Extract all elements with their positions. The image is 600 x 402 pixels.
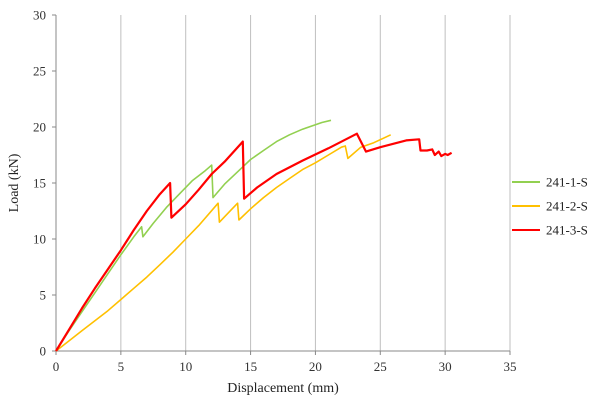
- tick-labels: 0 5 10 15 20 25 30 35 0 5 10 15 20 25 30: [33, 8, 517, 375]
- legend-label-241-1-S: 241-1-S: [546, 175, 588, 190]
- grid: [120, 15, 511, 351]
- x-tick-label-10: 10: [179, 359, 192, 374]
- x-tick-label-15: 15: [244, 359, 257, 374]
- y-tick-label-5: 5: [40, 288, 47, 303]
- legend: 241-1-S 241-2-S 241-3-S: [512, 175, 588, 238]
- x-tick-label-5: 5: [118, 359, 125, 374]
- axes: [52, 14, 511, 355]
- y-tick-label-10: 10: [33, 232, 46, 247]
- x-tick-label-35: 35: [504, 359, 517, 374]
- x-axis-title: Displacement (mm): [227, 381, 339, 396]
- legend-label-241-2-S: 241-2-S: [546, 199, 588, 214]
- series-line-241-3-S: [55, 132, 453, 352]
- x-tick-label-25: 25: [374, 359, 387, 374]
- x-tick-label-0: 0: [53, 359, 60, 374]
- series-line-241-2-S: [55, 134, 392, 352]
- y-tick-label-20: 20: [33, 120, 46, 135]
- y-tick-label-25: 25: [33, 64, 46, 79]
- y-tick-label-15: 15: [33, 176, 46, 191]
- x-tick-label-20: 20: [309, 359, 322, 374]
- y-tick-label-0: 0: [40, 344, 47, 359]
- legend-label-241-3-S: 241-3-S: [546, 223, 588, 238]
- y-axis-title: Load (kN): [7, 153, 22, 212]
- y-tick-label-30: 30: [33, 8, 46, 23]
- series-line-241-1-S: [55, 119, 332, 352]
- series-lines: [55, 119, 453, 352]
- x-tick-label-30: 30: [439, 359, 452, 374]
